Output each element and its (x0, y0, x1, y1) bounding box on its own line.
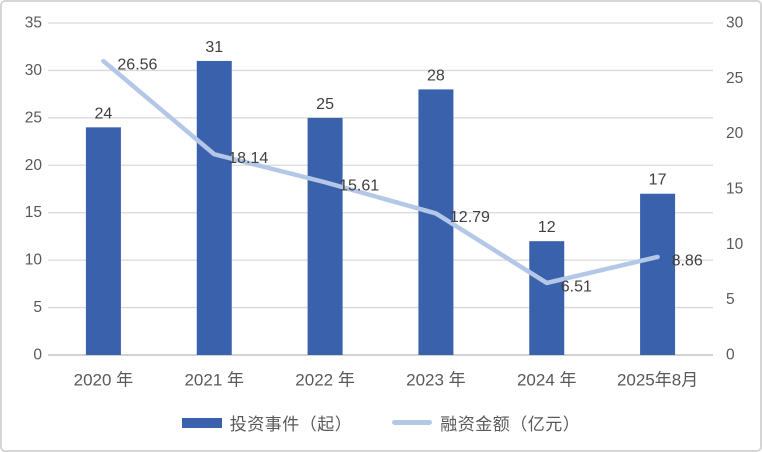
legend-label-bar-series: 投资事件（起） (229, 415, 353, 434)
y-axis-left-tick-label: 25 (25, 109, 42, 126)
x-axis-label: 2022 年 (295, 371, 355, 390)
legend: 投资事件（起） 融资金额（亿元） (2, 410, 760, 435)
bar (529, 241, 565, 355)
y-axis-right-tick-label: 10 (726, 236, 744, 253)
bar-value-label: 12 (538, 219, 556, 236)
bar-value-label: 31 (205, 39, 223, 56)
line-series-swatch-icon (392, 420, 433, 425)
y-axis-right-tick-label: 25 (726, 70, 743, 87)
y-axis-right-tick-label: 15 (726, 181, 743, 198)
bar (196, 60, 232, 355)
y-axis-right-tick-label: 5 (726, 291, 735, 308)
y-axis-left-tick-label: 15 (25, 204, 42, 221)
x-axis-label: 2021 年 (184, 371, 244, 390)
bar-value-label: 25 (316, 96, 334, 113)
bar (307, 117, 343, 355)
y-axis-right-tick-label: 20 (726, 125, 744, 142)
y-axis-left-tick-label: 30 (25, 62, 43, 79)
line-value-label: 18.14 (228, 150, 268, 167)
line-series (101, 58, 660, 286)
y-axis-left-tick-label: 0 (33, 347, 42, 364)
y-axis-left-tick-label: 5 (33, 299, 42, 316)
bar-value-label: 28 (427, 67, 445, 84)
y-axis-left-tick-label: 20 (25, 157, 43, 174)
x-axis-label: 2025年8月 (617, 371, 698, 390)
y-axis-right-tick-label: 30 (726, 15, 744, 32)
legend-item-bar-series: 投资事件（起） (181, 410, 353, 435)
legend-label-line-series: 融资金额（亿元） (440, 415, 581, 434)
y-axis-left-tick-label: 35 (25, 15, 42, 32)
x-axis-label: 2024 年 (517, 371, 577, 390)
bar-value-label: 24 (95, 105, 113, 122)
line-value-label: 12.79 (450, 209, 490, 226)
y-axis-left-tick-label: 10 (25, 252, 43, 269)
bar (85, 127, 121, 355)
line-value-label: 26.56 (117, 57, 157, 74)
y-axis-right-tick-label: 0 (726, 347, 735, 364)
line-value-label: 6.51 (561, 278, 592, 295)
line-value-label: 8.86 (672, 252, 703, 269)
x-axis-label: 2023 年 (406, 371, 466, 390)
line-value-label: 15.61 (339, 178, 379, 195)
bar-value-label: 17 (649, 172, 667, 189)
bar (640, 193, 676, 355)
bar-series-swatch-icon (181, 417, 222, 428)
legend-item-line-series: 融资金额（亿元） (392, 410, 580, 435)
combo-chart: 0 5 10 15 20 25 30 35 0 5 10 15 20 25 30 24 31 25 28 12 17 26… (25, 15, 744, 390)
x-axis-label: 2020 年 (74, 371, 134, 390)
